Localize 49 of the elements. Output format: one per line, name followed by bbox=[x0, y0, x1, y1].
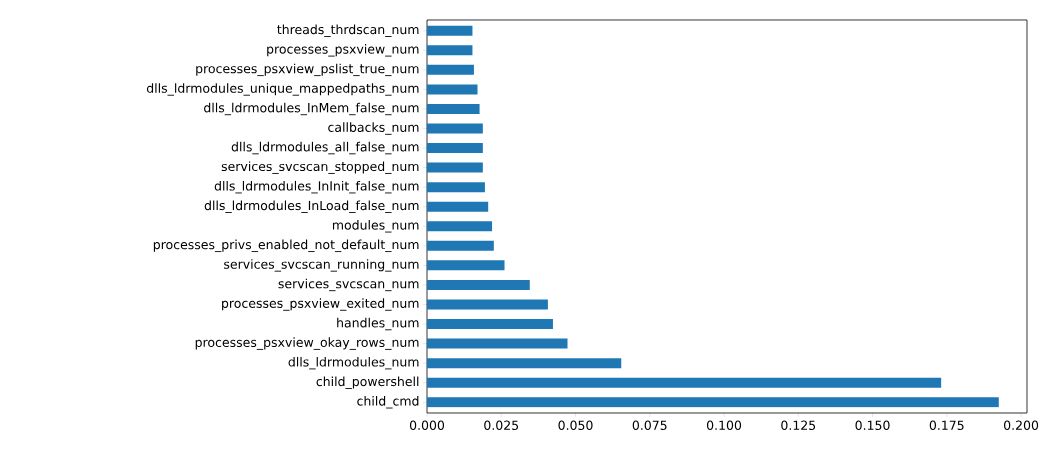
bar bbox=[427, 377, 942, 388]
bar bbox=[427, 45, 473, 56]
y-tick-label: processes_psxview_okay_rows_num bbox=[195, 337, 419, 350]
bar bbox=[427, 84, 478, 95]
x-tick-label: 0.000 bbox=[409, 420, 445, 430]
x-tick-label: 0.200 bbox=[1003, 420, 1039, 430]
bar bbox=[427, 358, 622, 369]
y-tick-label: child_powershell bbox=[316, 376, 419, 389]
bar bbox=[427, 123, 483, 134]
bar bbox=[427, 240, 494, 251]
x-tick-label: 0.100 bbox=[706, 420, 742, 430]
y-tick-label: callbacks_num bbox=[328, 122, 419, 135]
bar bbox=[427, 182, 485, 193]
y-tick-label: processes_psxview_exited_num bbox=[222, 298, 419, 311]
y-tick-label: services_svcscan_running_num bbox=[224, 259, 419, 272]
y-tick-label: dlls_ldrmodules_InInit_false_num bbox=[214, 180, 419, 194]
y-tick-label: threads_thrdscan_num bbox=[277, 24, 419, 37]
y-tick-label: processes_privs_enabled_not_default_num bbox=[153, 239, 419, 253]
bar bbox=[427, 64, 474, 75]
y-tick-label: handles_num bbox=[337, 317, 419, 331]
x-tick-label: 0.150 bbox=[855, 420, 890, 430]
x-tick-label: 0.050 bbox=[558, 420, 593, 430]
bar bbox=[427, 397, 999, 408]
bar bbox=[427, 279, 530, 290]
bar bbox=[427, 103, 480, 114]
y-tick-label: dlls_ldrmodules_num bbox=[288, 356, 419, 370]
bar bbox=[427, 338, 568, 349]
bar bbox=[427, 162, 483, 173]
y-tick-label: modules_num bbox=[332, 220, 419, 233]
bar bbox=[427, 299, 548, 310]
bar bbox=[427, 201, 489, 212]
y-tick-label: dlls_ldrmodules_InMem_false_num bbox=[204, 102, 419, 116]
y-tick-label: processes_psxview_pslist_true_num bbox=[196, 63, 419, 77]
y-tick-label: dlls_ldrmodules_all_false_num bbox=[231, 141, 419, 155]
y-tick-label: dlls_ldrmodules_InLoad_false_num bbox=[204, 200, 419, 213]
bar bbox=[427, 319, 553, 330]
y-tick-label: dlls_ldrmodules_unique_mappedpaths_num bbox=[146, 83, 419, 96]
y-tick-label: processes_psxview_num bbox=[267, 44, 419, 57]
bar bbox=[427, 221, 493, 232]
bar bbox=[427, 25, 473, 36]
y-tick-label: services_svcscan_num bbox=[278, 278, 419, 292]
x-tick-label: 0.025 bbox=[484, 420, 519, 430]
y-tick-label: services_svcscan_stopped_num bbox=[221, 161, 419, 174]
x-tick-label: 0.125 bbox=[781, 420, 816, 430]
bar bbox=[427, 260, 505, 271]
x-tick-label: 0.175 bbox=[929, 420, 964, 430]
x-tick-label: 0.075 bbox=[632, 420, 667, 430]
y-tick-label: child_cmd bbox=[357, 396, 419, 409]
bar bbox=[427, 143, 483, 154]
